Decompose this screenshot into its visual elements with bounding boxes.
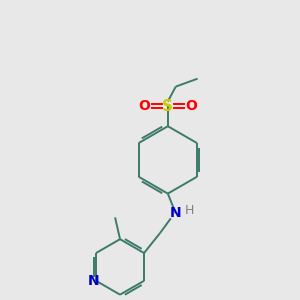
Text: O: O: [138, 99, 150, 113]
Text: N: N: [170, 206, 182, 220]
Text: S: S: [162, 99, 173, 114]
Text: N: N: [88, 274, 100, 288]
Text: O: O: [186, 99, 197, 113]
Text: H: H: [185, 204, 194, 217]
